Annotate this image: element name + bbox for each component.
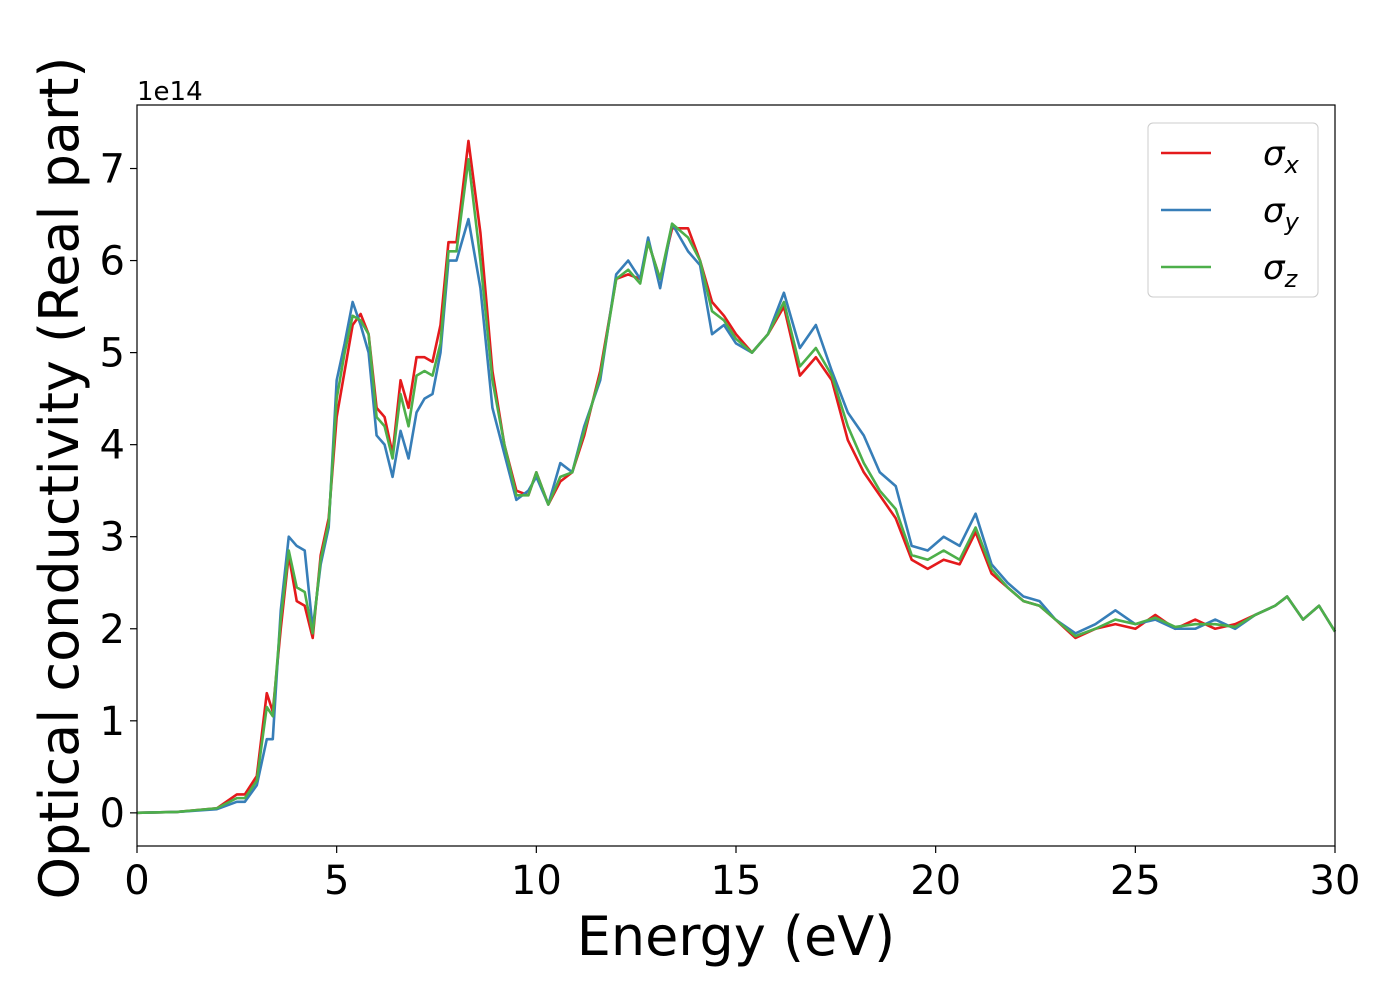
y-tick-label: 7: [100, 147, 125, 193]
x-tick-label: 20: [910, 858, 961, 904]
y-tick-label: 1: [100, 699, 125, 745]
legend-box: [1147, 122, 1319, 298]
series-line: [136, 158, 1337, 815]
y-axis-label: Optical conductivity (Real part): [28, 57, 91, 900]
y-offset-label: 1e14: [137, 77, 203, 107]
y-tick-label: 0: [100, 791, 125, 837]
x-tick-label: 25: [1110, 858, 1161, 904]
y-tick-label: 4: [100, 423, 125, 469]
legend: σx σy σz: [1147, 122, 1319, 298]
x-tick-label: 15: [711, 858, 762, 904]
x-tick-label: 10: [511, 858, 562, 904]
x-tick-label: 5: [324, 858, 349, 904]
x-tick-label: 0: [124, 858, 149, 904]
y-tick-label: 2: [100, 607, 125, 653]
x-axis-label: Energy (eV): [577, 905, 896, 968]
y-tick-label: 5: [100, 331, 125, 377]
legend-label: σz: [1263, 248, 1299, 293]
plot-frame: [136, 104, 1336, 847]
x-tick-label: 30: [1310, 858, 1361, 904]
legend-label: σx: [1263, 134, 1300, 179]
y-tick-label: 6: [100, 239, 125, 285]
series-line: [136, 217, 1337, 815]
y-tick-label: 3: [100, 515, 125, 561]
legend-label: σy: [1263, 191, 1300, 236]
